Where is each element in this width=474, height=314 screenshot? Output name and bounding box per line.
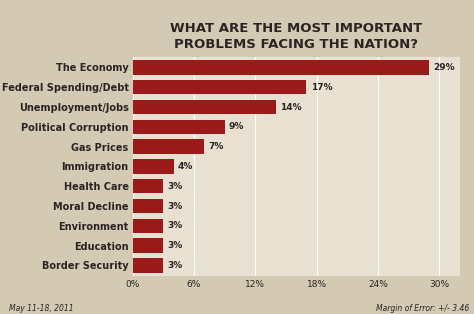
Bar bbox=[133, 258, 164, 273]
Bar bbox=[133, 239, 164, 253]
Bar bbox=[133, 139, 204, 154]
Text: 4%: 4% bbox=[178, 162, 193, 171]
Bar bbox=[133, 219, 164, 233]
Text: 9%: 9% bbox=[229, 122, 244, 131]
Bar bbox=[133, 60, 429, 74]
Bar bbox=[133, 199, 164, 213]
Bar bbox=[133, 120, 225, 134]
Text: 17%: 17% bbox=[310, 83, 332, 92]
Text: May 11-18, 2011: May 11-18, 2011 bbox=[9, 304, 74, 313]
Text: 7%: 7% bbox=[209, 142, 224, 151]
Text: 14%: 14% bbox=[280, 102, 301, 111]
Text: 3%: 3% bbox=[167, 261, 182, 270]
Bar bbox=[133, 80, 307, 94]
Bar bbox=[133, 179, 164, 193]
Text: Margin of Error: +/- 3.46: Margin of Error: +/- 3.46 bbox=[376, 304, 469, 313]
Title: WHAT ARE THE MOST IMPORTANT
PROBLEMS FACING THE NATION?: WHAT ARE THE MOST IMPORTANT PROBLEMS FAC… bbox=[170, 22, 422, 51]
Text: 3%: 3% bbox=[167, 202, 182, 210]
Text: 3%: 3% bbox=[167, 221, 182, 230]
Text: 29%: 29% bbox=[433, 63, 455, 72]
Text: 3%: 3% bbox=[167, 241, 182, 250]
Text: 3%: 3% bbox=[167, 182, 182, 191]
Bar bbox=[133, 100, 276, 114]
Bar bbox=[133, 159, 173, 174]
